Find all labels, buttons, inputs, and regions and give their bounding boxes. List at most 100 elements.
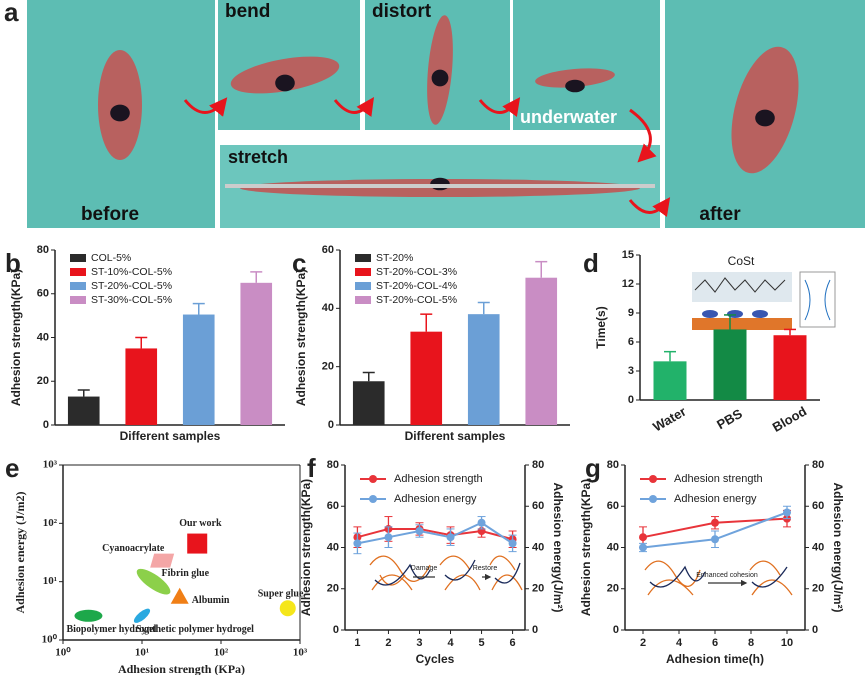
x-tick-label: Water xyxy=(650,404,688,435)
legend-label: ST-20%-COL-5% xyxy=(376,294,457,306)
photo-label: after xyxy=(699,204,741,225)
annotation: Restore xyxy=(473,565,498,572)
network-sketches xyxy=(369,555,793,596)
bar xyxy=(352,381,385,425)
y2-tick-label: 60 xyxy=(532,500,544,512)
sketch xyxy=(369,555,431,591)
sketch xyxy=(374,563,431,586)
y-tick-label: 20 xyxy=(37,375,49,387)
y2-tick-label: 0 xyxy=(812,624,818,636)
line xyxy=(357,527,513,541)
x-axis-label: Adhesion time(h) xyxy=(666,652,764,666)
y-tick-label: 40 xyxy=(607,541,619,553)
y-tick-label: 60 xyxy=(322,244,334,256)
legend-label: ST-20%-COL-4% xyxy=(376,280,457,292)
y2-tick-label: 40 xyxy=(812,541,824,553)
network xyxy=(694,277,786,293)
photo-label: stretch xyxy=(228,147,288,167)
curve xyxy=(804,279,831,321)
legend-label: Adhesion energy xyxy=(674,493,757,505)
marker xyxy=(170,587,189,604)
y-axis-label: Time(s) xyxy=(594,306,608,348)
sketch xyxy=(439,555,481,591)
y2-tick-label: 20 xyxy=(532,583,544,595)
clot xyxy=(275,74,295,92)
clot xyxy=(431,69,449,87)
point xyxy=(384,533,393,542)
marker xyxy=(187,533,208,554)
legend-marker xyxy=(369,475,377,483)
bond xyxy=(702,310,718,318)
y-tick-label: 20 xyxy=(327,583,339,595)
point-label: Synthetic polymer hydrogel xyxy=(136,624,254,635)
marker xyxy=(133,608,151,623)
y-tick-label: 0 xyxy=(613,624,619,636)
x-tick-label: 1 xyxy=(354,637,360,649)
y-tick-label: 0 xyxy=(628,394,634,406)
y-axis-label: Adhesion strength(KPa) xyxy=(9,269,23,406)
legend-marker xyxy=(369,495,377,503)
bar xyxy=(467,314,500,425)
photo-label: underwater xyxy=(520,107,617,127)
legend-label: ST-20%-COL-3% xyxy=(376,266,457,278)
y-tick-label: 10⁰ xyxy=(42,634,58,646)
photo-label: bend xyxy=(225,1,270,22)
point xyxy=(477,518,486,527)
photo xyxy=(513,0,660,130)
x-tick-label: 10 xyxy=(781,637,793,649)
legend-label: ST-20% xyxy=(376,252,413,264)
x-axis-label: Adhesion strength (KPa) xyxy=(118,662,245,675)
y-tick-label: 10³ xyxy=(43,459,58,471)
y-tick-label: 80 xyxy=(607,459,619,471)
arrows xyxy=(183,97,671,217)
clot xyxy=(755,109,775,127)
point-label: Super glue xyxy=(258,589,304,600)
bar xyxy=(182,314,215,425)
annotation: Enhanced cohesion xyxy=(696,572,758,579)
x-tick-label: 4 xyxy=(676,637,683,649)
annotation: Damage xyxy=(411,565,438,572)
legend-label: ST-20%-COL-5% xyxy=(91,280,172,292)
y-tick-label: 80 xyxy=(37,244,49,256)
legend-label: Adhesion strength xyxy=(674,473,763,485)
panel-letter: d xyxy=(583,248,599,278)
y2-tick-label: 60 xyxy=(812,500,824,512)
y2-axis-label: Adhesion energy(J/m²) xyxy=(831,482,845,612)
y-tick-label: 20 xyxy=(607,583,619,595)
arrow xyxy=(478,97,521,117)
x-tick-label: 4 xyxy=(447,637,454,649)
y-tick-label: 60 xyxy=(607,500,619,512)
point xyxy=(415,527,424,535)
marker xyxy=(136,568,171,595)
bar xyxy=(125,348,158,425)
sketch xyxy=(444,559,476,581)
sketch xyxy=(644,560,701,596)
annotation: CoSt xyxy=(728,254,755,268)
y-tick-label: 15 xyxy=(622,249,634,261)
legend-label: Adhesion strength xyxy=(394,473,483,485)
clot xyxy=(110,104,130,122)
legend-swatch xyxy=(70,268,86,276)
bar xyxy=(410,331,443,425)
bond xyxy=(727,310,743,318)
bar xyxy=(713,329,747,400)
point xyxy=(639,543,647,552)
y-axis-label: Adhesion strength(KPa) xyxy=(294,269,308,406)
y-tick-label: 10² xyxy=(43,517,58,529)
point xyxy=(711,535,719,544)
point-label: Cyanoacrylate xyxy=(102,543,165,554)
x-tick-label: 2 xyxy=(640,637,646,649)
x-tick-label: Blood xyxy=(770,403,809,434)
legend-swatch xyxy=(70,254,86,262)
point xyxy=(508,539,517,548)
y-tick-label: 0 xyxy=(43,419,49,431)
cost-schematic xyxy=(692,271,836,330)
point-label: Fibrin glue xyxy=(162,568,210,579)
marker xyxy=(279,600,296,617)
legend-marker xyxy=(649,475,657,483)
x-tick-label: PBS xyxy=(714,406,745,433)
y-tick-label: 6 xyxy=(628,336,634,348)
point-label: Albumin xyxy=(192,595,230,606)
photo-label: distort xyxy=(372,1,432,22)
y-axis-label: Adhesion strength(KPa) xyxy=(579,479,593,616)
